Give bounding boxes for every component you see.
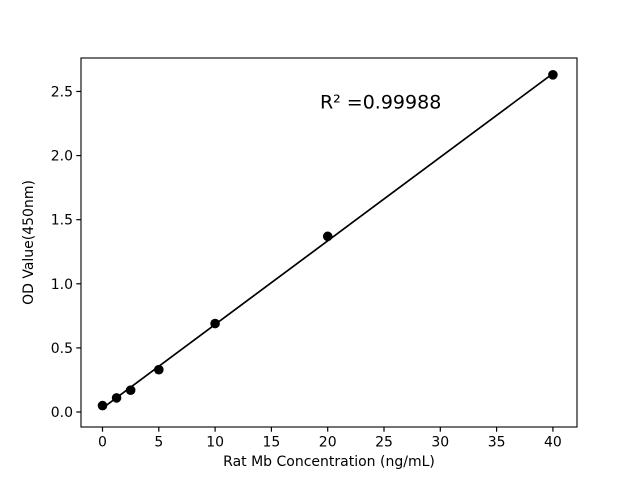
plot-area [80, 57, 578, 428]
data-point-marker [111, 393, 122, 403]
x-tick-label: 10 [206, 435, 224, 451]
x-axis-label: Rat Mb Concentration (ng/mL) [223, 454, 435, 470]
data-point-marker [322, 231, 333, 242]
data-point-marker [154, 364, 164, 375]
x-tick-label: 40 [544, 435, 562, 451]
x-tick-label: 0 [98, 435, 107, 451]
x-tick-label: 5 [154, 435, 163, 451]
y-tick-label: 0.5 [51, 341, 73, 357]
y-axis-label: OD Value(450nm) [21, 180, 37, 305]
data-point-marker [97, 400, 108, 411]
data-point-marker [210, 318, 220, 329]
y-tick-label: 2.5 [51, 84, 73, 100]
y-tick-label: 1.5 [51, 213, 73, 229]
data-point-marker [125, 385, 136, 396]
x-tick-label: 20 [319, 435, 337, 451]
y-tick-label: 0.0 [51, 405, 73, 421]
y-tick-label: 1.0 [51, 277, 73, 293]
r-squared-annotation: R² =0.99988 [320, 91, 441, 113]
x-tick-label: 30 [431, 435, 449, 451]
x-tick-label: 15 [262, 435, 280, 451]
x-tick-label: 35 [488, 435, 506, 451]
y-tick-label: 2.0 [51, 149, 73, 165]
data-point-marker [548, 69, 558, 80]
x-tick-label: 25 [375, 435, 393, 451]
